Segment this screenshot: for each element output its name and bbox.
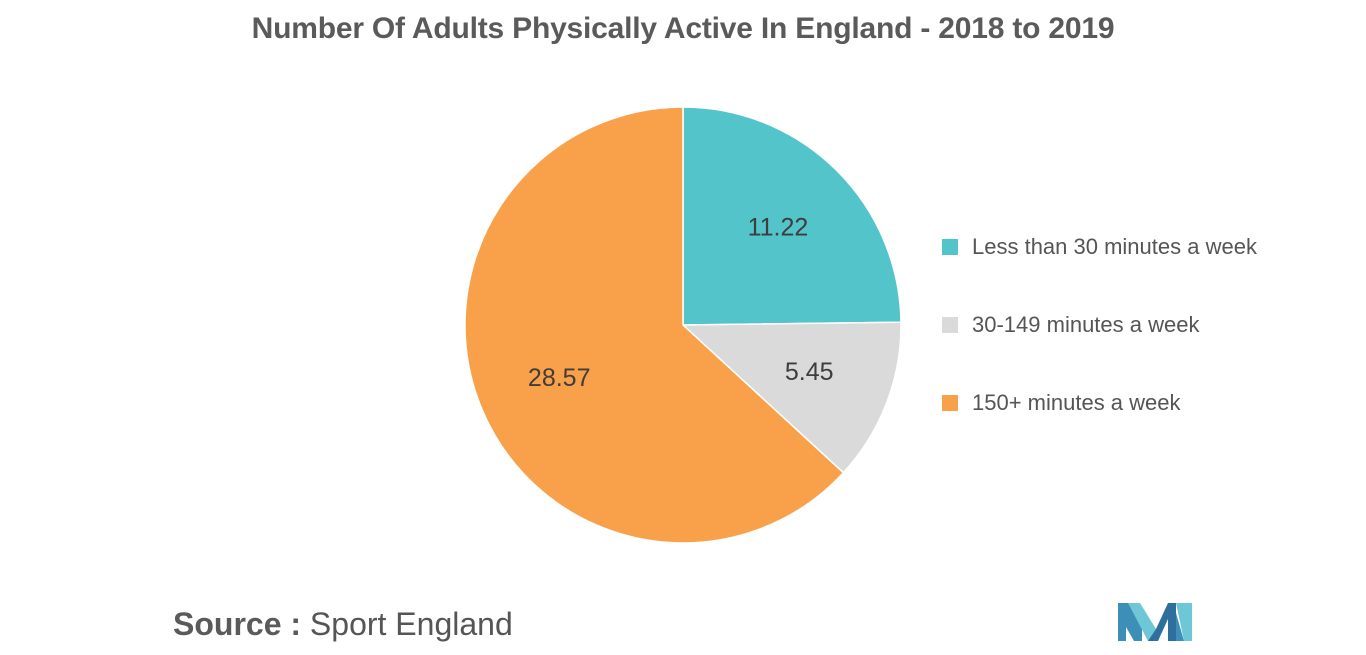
- pie-slices: [464, 106, 902, 544]
- legend-swatch: [942, 317, 958, 333]
- slice-value-label-0: 11.22: [748, 213, 809, 241]
- pie-slice-2[interactable]: [464, 106, 845, 544]
- source-text: Sport England: [309, 606, 513, 642]
- slice-value-label-2: 28.57: [528, 364, 591, 392]
- pie-slice-0[interactable]: [682, 106, 902, 326]
- company-logo-icon: [1118, 603, 1192, 641]
- legend-label: 150+ minutes a week: [972, 390, 1181, 415]
- legend-swatch: [942, 395, 958, 411]
- pie-slice-1[interactable]: [681, 321, 902, 474]
- source-prefix: Source :: [173, 606, 302, 642]
- source-note: Source : Sport England: [173, 606, 513, 643]
- slice-value-label-1: 5.45: [785, 358, 834, 386]
- legend-swatch: [942, 239, 958, 255]
- legend-label: Less than 30 minutes a week: [972, 234, 1257, 259]
- legend-label: 30-149 minutes a week: [972, 312, 1200, 337]
- pie-labels: 11.22 5.45 28.57: [528, 213, 834, 391]
- chart-title: Number Of Adults Physically Active In En…: [251, 12, 1115, 45]
